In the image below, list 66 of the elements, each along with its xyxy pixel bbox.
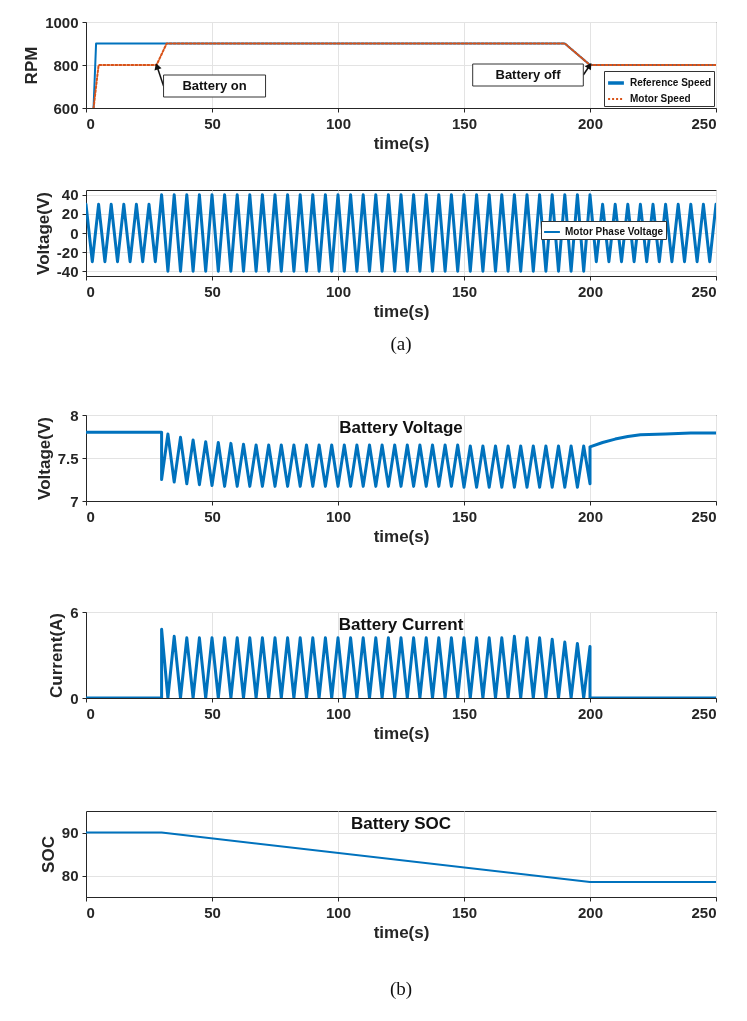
text: (a)	[390, 333, 412, 355]
x-tick-label: 250	[691, 282, 717, 300]
y-tick-label: 600	[53, 99, 79, 117]
y-axis-title: RPM	[22, 46, 42, 85]
x-tick-label: 200	[577, 903, 604, 921]
y-tick-label: 8	[70, 406, 79, 424]
y-tick-label: 0	[70, 224, 79, 242]
x-tick-label: 200	[577, 282, 604, 300]
text: (b)	[389, 978, 413, 1000]
x-axis-title: time(s)	[373, 301, 430, 321]
x-axis-title: time(s)	[373, 922, 430, 942]
y-tick-label: -20	[56, 243, 79, 261]
x-tick-label: 150	[451, 114, 478, 132]
legend-label: Reference Speed	[630, 77, 712, 88]
x-tick-label: 250	[691, 507, 717, 525]
y-tick-label: 90	[61, 824, 79, 841]
y-tick-label: -40	[56, 262, 79, 280]
x-tick-label: 50	[204, 507, 221, 525]
x-tick-label: 100	[325, 704, 352, 722]
y-tick-label: 6	[70, 603, 79, 621]
x-tick-label: 250	[691, 903, 717, 921]
annotation: Battery on	[182, 78, 247, 93]
x-tick-label: 100	[325, 903, 352, 921]
x-tick-label: 250	[691, 114, 717, 132]
x-tick-label: 200	[577, 704, 604, 722]
x-tick-label: 0	[86, 282, 95, 300]
y-axis-title: SOC	[38, 836, 58, 873]
x-tick-label: 150	[451, 282, 478, 300]
chart-title: Battery SOC	[350, 814, 452, 833]
y-tick-label: 40	[61, 186, 79, 204]
x-tick-label: 50	[204, 903, 221, 921]
x-axis-title: time(s)	[373, 133, 430, 153]
x-tick-label: 50	[204, 282, 221, 300]
x-tick-label: 0	[86, 507, 95, 525]
y-axis-title: Current(A)	[47, 613, 67, 698]
x-tick-label: 100	[325, 114, 352, 132]
y-tick-label: 0	[70, 689, 79, 707]
x-tick-label: 0	[86, 704, 95, 722]
x-tick-label: 0	[86, 903, 95, 921]
x-tick-label: 150	[451, 903, 478, 921]
y-axis-title: Voltage(V)	[34, 417, 54, 500]
y-tick-label: 1000	[45, 13, 79, 31]
x-tick-label: 250	[691, 704, 717, 722]
x-tick-label: 50	[204, 114, 221, 132]
y-tick-label: 7.5	[57, 449, 79, 467]
y-tick-label: 7	[70, 492, 79, 510]
x-axis-title: time(s)	[373, 526, 430, 546]
chart-title: Battery Voltage	[339, 418, 463, 437]
annotation: Battery off	[495, 67, 562, 82]
x-tick-label: 150	[451, 507, 478, 525]
x-tick-label: 150	[451, 704, 478, 722]
x-tick-label: 100	[325, 282, 352, 300]
x-tick-label: 100	[325, 507, 352, 525]
y-axis-title: Voltage(V)	[33, 192, 53, 275]
legend-label: Motor Speed	[630, 93, 691, 104]
y-tick-label: 80	[61, 867, 79, 884]
x-tick-label: 200	[577, 114, 604, 132]
legend-label: Motor Phase Voltage	[565, 226, 664, 237]
x-tick-label: 200	[577, 507, 604, 525]
x-axis-title: time(s)	[373, 723, 430, 743]
chart-title: Battery Current	[338, 615, 464, 634]
line-series	[86, 193, 716, 273]
x-tick-label: 0	[86, 114, 95, 132]
y-tick-label: 800	[53, 56, 79, 74]
x-tick-label: 50	[204, 704, 221, 722]
y-tick-label: 20	[61, 205, 79, 223]
